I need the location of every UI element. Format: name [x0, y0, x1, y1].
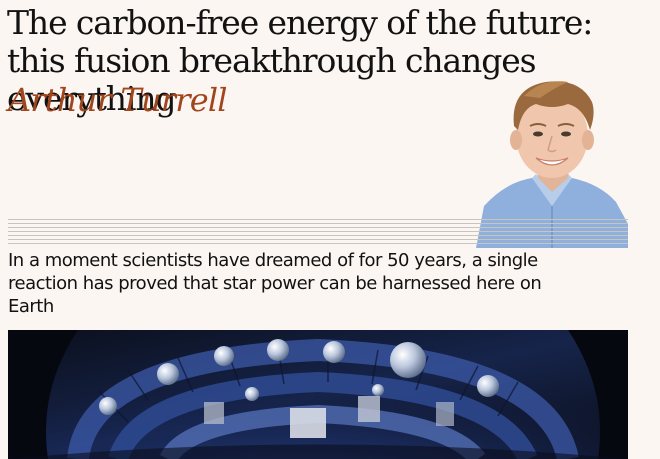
author-byline[interactable]: Arthur Turrell	[8, 81, 228, 119]
hero-image-fusion-reactor	[8, 330, 628, 459]
section-divider-rules	[8, 219, 628, 247]
article-headline: The carbon-free energy of the future: th…	[7, 3, 593, 118]
article-standfirst: In a moment scientists have dreamed of f…	[8, 250, 542, 317]
